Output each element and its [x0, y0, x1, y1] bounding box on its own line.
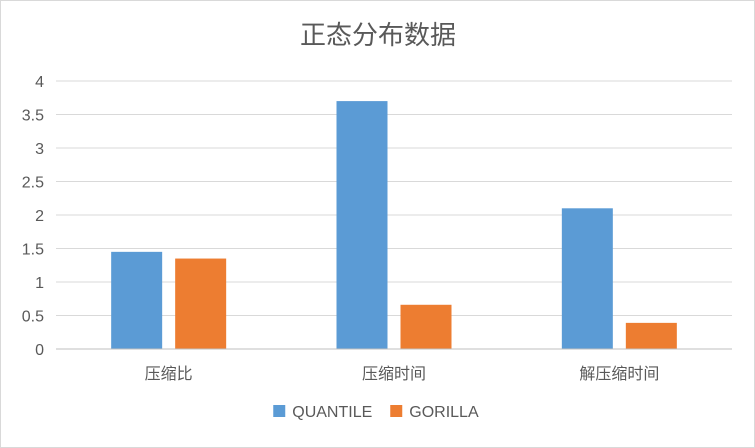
x-category-label: 解压缩时间 — [579, 364, 659, 383]
y-tick-label: 0 — [35, 342, 44, 359]
legend-swatch-quantile — [273, 405, 286, 417]
bar-gorilla-0 — [175, 258, 227, 349]
bar-quantile-1 — [336, 101, 388, 349]
bar-quantile-2 — [561, 208, 613, 349]
legend-label-quantile: QUANTILE — [292, 404, 372, 421]
y-tick-label: 0.5 — [22, 309, 44, 326]
bar-quantile-0 — [111, 251, 163, 349]
bar-gorilla-2 — [625, 322, 677, 349]
y-tick-label: 1.5 — [22, 242, 44, 259]
y-tick-label: 2 — [35, 208, 44, 225]
y-tick-label: 4 — [35, 74, 44, 91]
x-category-label: 压缩比 — [145, 364, 193, 383]
y-axis-ticks: 0 0.5 1 1.5 2 2.5 3 3.5 4 — [22, 74, 44, 359]
legend-label-gorilla: GORILLA — [409, 404, 479, 421]
y-tick-label: 3 — [35, 141, 44, 158]
chart-title: 正态分布数据 — [300, 21, 456, 51]
bars — [111, 101, 677, 349]
legend: QUANTILE GORILLA — [273, 404, 479, 421]
y-tick-label: 2.5 — [22, 175, 44, 192]
x-category-label: 压缩时间 — [362, 364, 426, 383]
legend-swatch-gorilla — [390, 405, 403, 417]
x-axis-categories: 压缩比 压缩时间 解压缩时间 — [145, 364, 660, 383]
bar-gorilla-1 — [400, 304, 452, 349]
y-tick-label: 3.5 — [22, 108, 44, 125]
y-tick-label: 1 — [35, 275, 44, 292]
gridlines — [56, 80, 732, 316]
